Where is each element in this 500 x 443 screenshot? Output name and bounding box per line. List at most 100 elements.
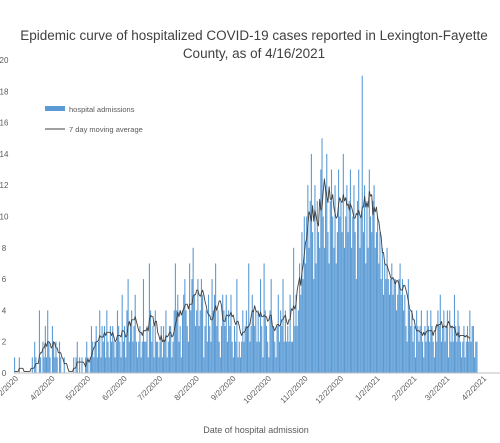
bar bbox=[120, 357, 122, 373]
bar bbox=[98, 341, 100, 373]
x-tick-label: 9/2/2020 bbox=[209, 374, 238, 403]
bar bbox=[440, 341, 443, 373]
bar bbox=[319, 247, 321, 373]
bar bbox=[282, 279, 284, 373]
bar bbox=[295, 294, 297, 373]
bar bbox=[213, 294, 215, 373]
legend: hospital admissions 7 day moving average bbox=[45, 105, 143, 134]
bar bbox=[442, 326, 444, 373]
bar bbox=[87, 357, 89, 373]
bar bbox=[474, 357, 476, 373]
bar bbox=[42, 341, 44, 373]
bar bbox=[147, 357, 149, 373]
bar bbox=[411, 310, 413, 373]
bar bbox=[223, 310, 225, 373]
bar bbox=[132, 341, 134, 373]
bar bbox=[251, 294, 253, 373]
bar bbox=[236, 279, 238, 373]
bar bbox=[430, 310, 432, 373]
bar-series bbox=[14, 75, 478, 374]
bar bbox=[263, 263, 265, 373]
bar bbox=[138, 341, 140, 373]
bar bbox=[322, 216, 324, 373]
bar bbox=[349, 169, 351, 373]
bar bbox=[445, 326, 447, 373]
bar bbox=[299, 263, 301, 373]
bar bbox=[134, 294, 136, 373]
bar bbox=[280, 310, 282, 373]
bar bbox=[237, 357, 239, 373]
bar bbox=[171, 357, 173, 373]
bar bbox=[270, 279, 272, 373]
bar bbox=[358, 169, 360, 373]
moving-average-line bbox=[14, 178, 471, 372]
bar bbox=[101, 326, 103, 373]
bar bbox=[439, 294, 441, 373]
bar bbox=[283, 341, 285, 373]
bar bbox=[446, 310, 448, 373]
bar bbox=[346, 185, 348, 373]
bar bbox=[403, 310, 405, 373]
bar bbox=[185, 310, 187, 373]
bar bbox=[359, 247, 361, 373]
bar bbox=[126, 310, 128, 373]
bar bbox=[296, 326, 298, 373]
bar bbox=[475, 341, 477, 373]
bar bbox=[86, 341, 88, 373]
bar bbox=[341, 232, 343, 373]
bar bbox=[211, 279, 213, 373]
bar bbox=[167, 341, 169, 373]
x-tick-label: 11/2/2020 bbox=[279, 374, 310, 405]
bar bbox=[60, 357, 62, 373]
bar bbox=[158, 357, 160, 373]
bar bbox=[122, 341, 124, 373]
bar bbox=[252, 310, 254, 373]
bar bbox=[129, 326, 132, 373]
bar bbox=[140, 357, 142, 373]
bar bbox=[317, 232, 320, 373]
bar bbox=[206, 341, 208, 373]
bar bbox=[310, 153, 312, 373]
bar bbox=[255, 310, 257, 373]
bar bbox=[107, 341, 109, 373]
bar bbox=[261, 326, 263, 373]
bar bbox=[153, 357, 155, 373]
bar bbox=[450, 341, 452, 373]
bar bbox=[306, 216, 308, 373]
y-tick-label: 2 bbox=[2, 338, 7, 347]
bar bbox=[258, 341, 260, 373]
bar bbox=[320, 169, 322, 373]
bar bbox=[409, 310, 411, 373]
bar bbox=[159, 341, 161, 373]
bar bbox=[309, 200, 311, 373]
bar bbox=[133, 326, 135, 373]
bar bbox=[209, 326, 211, 373]
y-tick-label: 6 bbox=[2, 275, 7, 284]
bar bbox=[472, 326, 474, 373]
bar bbox=[390, 279, 392, 373]
bar bbox=[269, 310, 271, 373]
bar bbox=[293, 247, 295, 373]
y-tick-label: 14 bbox=[0, 150, 9, 159]
bar bbox=[31, 357, 33, 373]
bar bbox=[179, 326, 181, 373]
bar bbox=[105, 357, 107, 373]
bar bbox=[191, 279, 193, 373]
bar bbox=[115, 341, 117, 373]
bar bbox=[247, 326, 249, 373]
bar bbox=[384, 263, 386, 373]
bar bbox=[313, 279, 315, 373]
bar bbox=[314, 185, 316, 373]
x-tick-label: 1/2/2021 bbox=[353, 374, 382, 403]
bar bbox=[245, 310, 247, 373]
bar bbox=[462, 341, 464, 373]
bar bbox=[152, 326, 154, 373]
bar bbox=[465, 341, 467, 373]
bar bbox=[365, 263, 367, 373]
bar bbox=[294, 326, 296, 373]
legend-line-label: 7 day moving average bbox=[69, 125, 143, 134]
bar bbox=[262, 357, 264, 373]
bar bbox=[461, 357, 463, 373]
